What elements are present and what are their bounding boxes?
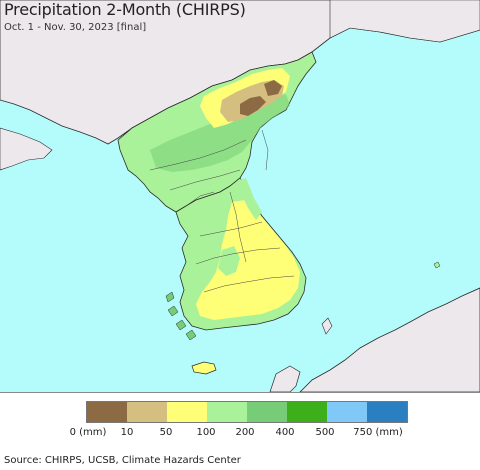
- legend-swatch-0: [87, 402, 127, 422]
- legend-label-2: 50: [159, 427, 173, 438]
- legend-swatch-3: [207, 402, 247, 422]
- legend-swatch-7: [367, 402, 407, 422]
- map-date-range: Oct. 1 - Nov. 30, 2023 [final]: [4, 22, 147, 33]
- legend-swatch-2: [167, 402, 207, 422]
- map-title: Precipitation 2-Month (CHIRPS): [4, 0, 246, 19]
- southwest-islands: [165, 291, 197, 341]
- ulleung-island: [433, 261, 441, 269]
- liaodong-coast: [0, 127, 53, 171]
- legend-label-6: 500: [315, 427, 335, 438]
- legend-swatch-5: [287, 402, 327, 422]
- japan-island-kyushu: [269, 365, 301, 392]
- russia-coast: [329, 0, 480, 43]
- legend-label-7: 750 (mm): [353, 427, 403, 438]
- legend-label-1: 10: [120, 427, 134, 438]
- legend-label-4: 200: [235, 427, 255, 438]
- legend-label-0: 0 (mm): [69, 427, 107, 438]
- jeju-island: [191, 361, 217, 375]
- dry-zone-brown-2: [264, 80, 282, 96]
- legend-swatch-4: [247, 402, 287, 422]
- north-korea-green-band: [150, 94, 290, 172]
- south-korea-east-green: [238, 178, 262, 220]
- japan-landmass: [299, 287, 480, 392]
- source-credit: Source: CHIRPS, UCSB, Climate Hazards Ce…: [4, 455, 241, 466]
- province-borders: [149, 129, 295, 293]
- south-korea-yellow-area: [196, 200, 300, 320]
- tsushima-island: [321, 317, 333, 335]
- legend-colorbar: [86, 401, 408, 423]
- legend-swatch-6: [327, 402, 367, 422]
- dry-zone-brown: [240, 96, 266, 116]
- legend-label-5: 400: [275, 427, 295, 438]
- legend-labels: 0 (mm) 10 50 100 200 400 500 750 (mm): [0, 427, 480, 441]
- legend-label-3: 100: [196, 427, 216, 438]
- precipitation-map: [0, 0, 480, 393]
- legend-swatch-1: [127, 402, 167, 422]
